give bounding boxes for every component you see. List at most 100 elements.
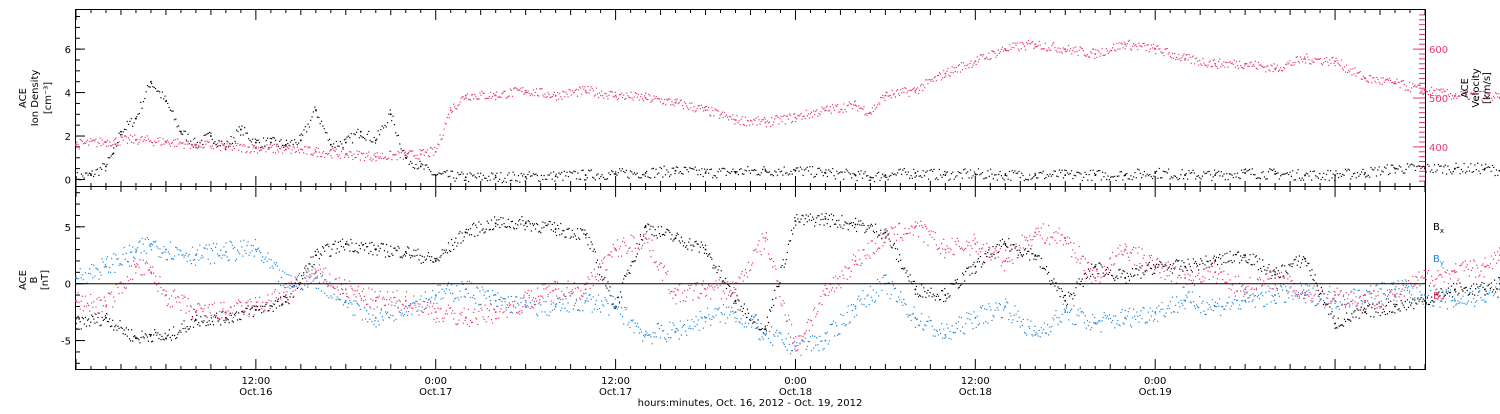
density-dot [642,174,643,175]
velocity-dot [1056,51,1057,52]
density-point [735,171,737,173]
velocity-dot [337,154,338,155]
density-dot [1343,175,1344,176]
By-dot [146,253,147,254]
Bx-dot [406,253,407,254]
velocity-dot [305,146,306,147]
By-dot [450,292,451,293]
density-dot [131,118,132,119]
Bx-dot [1225,262,1226,263]
Bx-dot [613,303,614,304]
density-dot [1435,171,1436,172]
velocity-dot [1390,80,1391,81]
By-point [1484,294,1486,296]
density-dot [657,173,658,174]
Bx-dot [299,284,300,285]
velocity-dot [499,96,500,97]
velocity-dot [1062,53,1063,54]
density-dot [1012,170,1013,171]
Bx-dot [494,216,495,217]
density-dot [785,173,786,174]
Bx-dot [328,246,329,247]
density-dot [1465,172,1466,173]
velocity-dot [190,148,191,149]
density-dot [275,140,276,141]
velocity-dot [1114,50,1115,51]
velocity-dot [1014,43,1015,44]
density-dot [290,141,291,142]
Bx-dot [357,251,358,252]
density-dot [1434,164,1435,165]
Bx-dot [408,247,409,248]
Bx-dot [326,244,327,245]
velocity-dot [1426,91,1427,92]
density-dot [933,169,934,170]
density-dot [1366,176,1367,177]
Bx-dot [510,227,511,228]
Bx-dot [125,334,126,335]
By-dot [172,258,173,259]
velocity-dot [470,100,471,101]
Bx-dot [1310,275,1311,276]
Bx-dot [500,217,501,218]
velocity-dot [164,144,165,145]
velocity-dot [1362,79,1363,80]
velocity-dot [1318,58,1319,59]
Bx-dot [1297,265,1298,266]
velocity-dot [782,121,783,122]
density-dot [689,167,690,168]
Bx-dot [826,213,827,214]
density-dot [887,179,888,180]
By-dot [311,270,312,271]
Bx-dot [187,326,188,327]
Bx-dot [1252,264,1253,265]
velocity-dot [605,93,606,94]
velocity-dot [1454,96,1455,97]
density-dot [1342,174,1343,175]
density-dot [951,173,952,174]
density-dot [641,177,642,178]
Bx-dot [225,319,226,320]
Bx-dot [1366,313,1367,314]
density-dot [630,170,631,171]
velocity-dot [145,137,146,138]
Bx-dot [98,313,99,314]
density-dot [1438,164,1439,165]
velocity-dot [1267,65,1268,66]
density-point [390,113,392,115]
By-dot [387,312,388,313]
velocity-dot [737,122,738,123]
Bx-dot [600,266,601,267]
velocity-dot [1498,93,1499,94]
velocity-dot [1003,50,1004,51]
Bx-dot [1088,268,1089,269]
By-dot [200,258,201,259]
Bx-dot [1277,273,1278,274]
density-dot [1128,178,1129,179]
Bx-dot [868,225,869,226]
velocity-dot [946,71,947,72]
velocity-dot [1107,50,1108,51]
Bx-dot [1178,260,1179,261]
By-point [825,340,827,342]
velocity-dot [923,84,924,85]
Bx-dot [1019,250,1020,251]
density-dot [1155,171,1156,172]
velocity-dot [689,103,690,104]
Bx-dot [968,267,969,268]
density-dot [1488,166,1489,167]
velocity-dot [1223,61,1224,62]
Bx-dot [614,306,615,307]
density-dot [440,173,441,174]
By-dot [82,274,83,275]
density-dot [427,167,428,168]
Bx-dot [1291,266,1292,267]
velocity-dot [183,148,184,149]
velocity-dot [420,149,421,150]
By-dot [106,258,107,259]
Bx-dot [694,241,695,242]
density-dot [786,172,787,173]
velocity-dot [917,87,918,88]
velocity-dot [799,114,800,115]
density-dot [1126,173,1127,174]
